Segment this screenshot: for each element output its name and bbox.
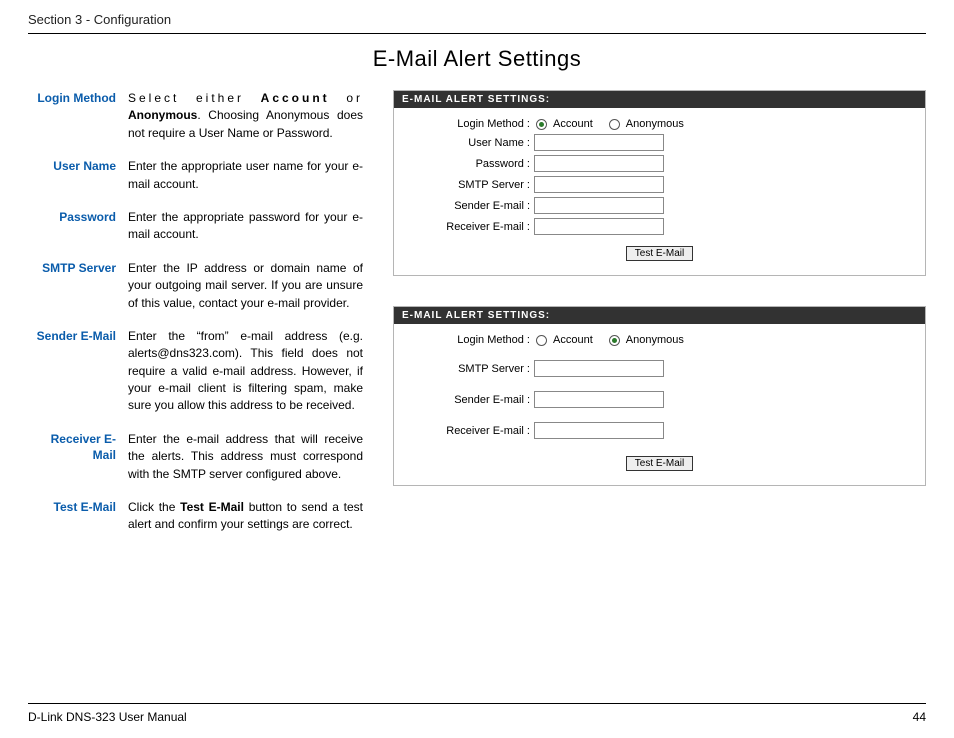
page-title: E-Mail Alert Settings: [28, 46, 926, 72]
smtp-label: SMTP Server :: [414, 179, 534, 191]
radio-account[interactable]: [536, 119, 547, 130]
login-method-label: Login Method :: [414, 118, 534, 130]
page-footer: D-Link DNS-323 User Manual 44: [28, 703, 926, 724]
login-method-label: Login Method :: [414, 334, 534, 346]
def-user-name: User Name Enter the appropriate user nam…: [28, 158, 363, 193]
def-login-method: Login Method Select either Account or An…: [28, 90, 363, 142]
test-email-button[interactable]: Test E-Mail: [626, 456, 693, 471]
radio-anonymous[interactable]: [609, 335, 620, 346]
def-test: Test E-Mail Click the Test E-Mail button…: [28, 499, 363, 534]
smtp-input[interactable]: [534, 360, 664, 377]
def-term: User Name: [28, 158, 128, 193]
def-sender: Sender E-Mail Enter the “from” e-mail ad…: [28, 328, 363, 415]
footer-page-number: 44: [913, 710, 926, 724]
def-desc: Enter the “from” e-mail address (e.g. al…: [128, 328, 363, 415]
password-input[interactable]: [534, 155, 664, 172]
definitions-column: Login Method Select either Account or An…: [28, 90, 363, 550]
panel-header: E-MAIL ALERT SETTINGS:: [394, 91, 925, 108]
screenshots-column: E-MAIL ALERT SETTINGS: Login Method : Ac…: [393, 90, 926, 550]
user-name-input[interactable]: [534, 134, 664, 151]
def-term: Receiver E-Mail: [28, 431, 128, 483]
def-receiver: Receiver E-Mail Enter the e-mail address…: [28, 431, 363, 483]
def-desc: Click the Test E-Mail button to send a t…: [128, 499, 363, 534]
panel-header: E-MAIL ALERT SETTINGS:: [394, 307, 925, 324]
password-label: Password :: [414, 158, 534, 170]
def-password: Password Enter the appropriate password …: [28, 209, 363, 244]
radio-anonymous-label: Anonymous: [626, 334, 684, 346]
def-desc: Enter the appropriate password for your …: [128, 209, 363, 244]
sender-input[interactable]: [534, 197, 664, 214]
def-desc: Enter the IP address or domain name of y…: [128, 260, 363, 312]
def-term: Login Method: [28, 90, 128, 142]
radio-account-label: Account: [553, 118, 593, 130]
def-term: SMTP Server: [28, 260, 128, 312]
radio-account-label: Account: [553, 334, 593, 346]
email-settings-panel-anonymous: E-MAIL ALERT SETTINGS: Login Method : Ac…: [393, 306, 926, 486]
def-desc: Enter the appropriate user name for your…: [128, 158, 363, 193]
footer-left: D-Link DNS-323 User Manual: [28, 710, 187, 724]
def-desc: Enter the e-mail address that will recei…: [128, 431, 363, 483]
email-settings-panel-account: E-MAIL ALERT SETTINGS: Login Method : Ac…: [393, 90, 926, 276]
def-term: Sender E-Mail: [28, 328, 128, 415]
def-term: Test E-Mail: [28, 499, 128, 534]
sender-input[interactable]: [534, 391, 664, 408]
smtp-label: SMTP Server :: [414, 363, 534, 375]
smtp-input[interactable]: [534, 176, 664, 193]
receiver-label: Receiver E-mail :: [414, 425, 534, 437]
receiver-input[interactable]: [534, 422, 664, 439]
def-term: Password: [28, 209, 128, 244]
test-email-button[interactable]: Test E-Mail: [626, 246, 693, 261]
sender-label: Sender E-mail :: [414, 200, 534, 212]
def-smtp: SMTP Server Enter the IP address or doma…: [28, 260, 363, 312]
radio-anonymous[interactable]: [609, 119, 620, 130]
def-desc: Select either Account or Anonymous. Choo…: [128, 90, 363, 142]
section-header: Section 3 - Configuration: [28, 12, 926, 34]
radio-account[interactable]: [536, 335, 547, 346]
receiver-label: Receiver E-mail :: [414, 221, 534, 233]
radio-anonymous-label: Anonymous: [626, 118, 684, 130]
sender-label: Sender E-mail :: [414, 394, 534, 406]
receiver-input[interactable]: [534, 218, 664, 235]
user-name-label: User Name :: [414, 137, 534, 149]
